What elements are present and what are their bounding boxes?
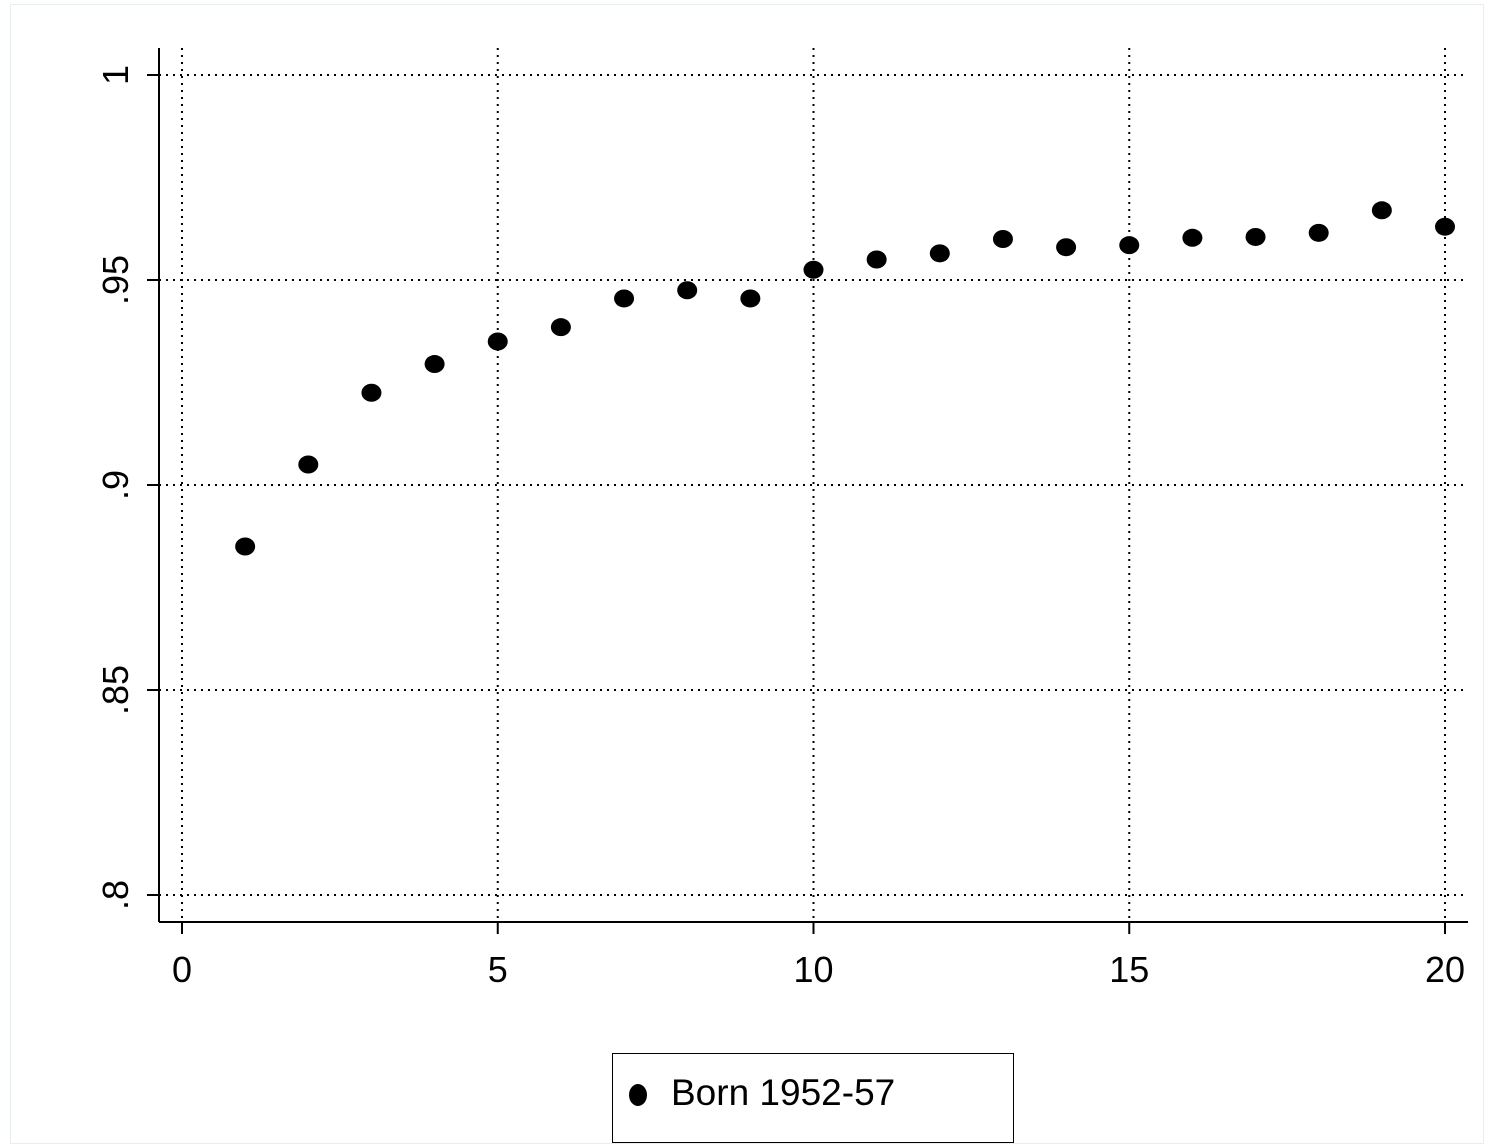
data-point (298, 455, 319, 474)
legend: Born 1952-57 (612, 1053, 1014, 1143)
x-tick-label: 15 (1109, 949, 1149, 990)
data-point (1119, 236, 1140, 255)
data-point (929, 244, 950, 263)
data-point (740, 289, 761, 308)
data-point (866, 250, 887, 269)
x-tick-label: 20 (1425, 949, 1465, 990)
data-point (1182, 228, 1203, 247)
y-tick-label: 1 (95, 65, 136, 85)
data-point (487, 332, 508, 351)
data-point (361, 383, 382, 402)
data-point (235, 537, 256, 556)
data-point (992, 230, 1013, 248)
data-point (677, 281, 698, 300)
legend-label: Born 1952-57 (671, 1072, 896, 1113)
data-point (424, 355, 445, 374)
data-point (1245, 227, 1266, 246)
grid-lines (159, 48, 1468, 922)
data-points (235, 201, 1455, 556)
data-point (1308, 223, 1329, 242)
legend-marker-icon (629, 1084, 647, 1106)
axes: 0 5 10 15 20 .8 .85 .9 .95 1 (95, 48, 1468, 990)
y-tick-label: .9 (95, 470, 136, 500)
x-tick-label: 10 (793, 949, 833, 990)
x-tick-label: 0 (172, 949, 192, 990)
data-point (1056, 238, 1077, 257)
data-point (1371, 201, 1392, 220)
data-point (803, 260, 824, 279)
y-tick-label: .95 (95, 255, 136, 305)
data-point (1435, 217, 1455, 236)
y-tick-label: .8 (95, 880, 136, 910)
x-tick-label: 5 (488, 949, 508, 990)
y-tick-label: .85 (95, 665, 136, 715)
data-point (550, 318, 571, 337)
data-point (614, 289, 635, 308)
